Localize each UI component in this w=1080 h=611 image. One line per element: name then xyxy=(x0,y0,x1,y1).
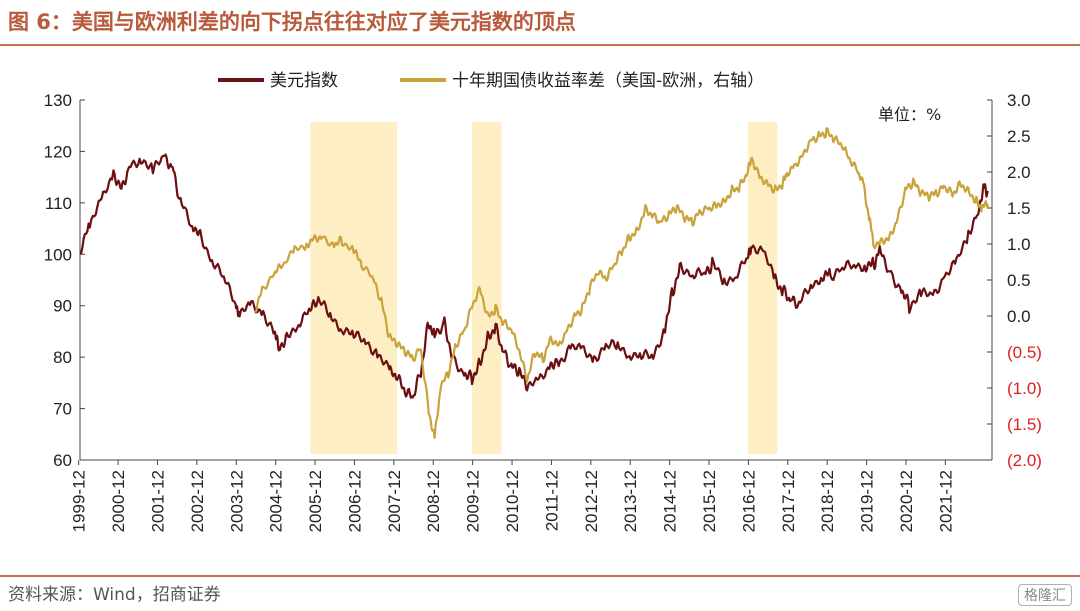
x-tick-label: 2003-12 xyxy=(227,470,246,532)
footer-divider xyxy=(0,575,1080,577)
series-line-1 xyxy=(79,153,989,399)
right-tick-label: 0.5 xyxy=(1007,271,1031,290)
highlight-band-1 xyxy=(310,122,398,454)
x-tick-label: 2020-12 xyxy=(897,470,916,532)
x-tick-label: 2005-12 xyxy=(306,470,325,532)
x-tick-label: 2015-12 xyxy=(700,470,719,532)
source-note: 资料来源：Wind，招商证券 xyxy=(8,585,221,605)
right-tick-label: 0.0 xyxy=(1007,307,1031,326)
left-tick-label: 70 xyxy=(53,400,72,419)
title-divider xyxy=(0,44,1080,46)
right-tick-label: 1.0 xyxy=(1007,235,1031,254)
x-tick-label: 1999-12 xyxy=(70,470,89,532)
left-tick-label: 90 xyxy=(53,297,72,316)
x-tick-label: 2012-12 xyxy=(582,470,601,532)
left-tick-label: 100 xyxy=(44,245,72,264)
left-tick-label: 120 xyxy=(44,142,72,161)
x-tick-label: 2002-12 xyxy=(188,470,207,532)
legend-label-1: 美元指数 xyxy=(270,71,338,91)
left-tick-label: 60 xyxy=(53,451,72,470)
x-tick-label: 2014-12 xyxy=(661,470,680,532)
dual-axis-line-chart: 60 70 80 90 100 110 120 130 (2.0) (1.5) (1.0) (0.5)… xyxy=(44,71,1042,532)
left-tick-label: 80 xyxy=(53,348,72,367)
chart-legend: 美元指数 十年期国债收益率差（美国-欧洲，右轴） xyxy=(218,71,764,91)
unit-label: 单位：% xyxy=(878,105,941,124)
right-tick-label: 2.5 xyxy=(1007,127,1031,146)
x-tick-label: 2004-12 xyxy=(267,470,286,532)
right-tick-label: 2.0 xyxy=(1007,163,1031,182)
x-tick-label: 2010-12 xyxy=(503,470,522,532)
x-tick-label: 2009-12 xyxy=(464,470,483,532)
chart-axes: 60 70 80 90 100 110 120 130 (2.0) (1.5) (1.0) (0.5)… xyxy=(44,91,1042,532)
left-tick-label: 110 xyxy=(45,194,72,213)
highlight-band-3 xyxy=(747,122,778,454)
series-line-2 xyxy=(254,127,990,439)
right-tick-label: 1.5 xyxy=(1007,199,1031,218)
x-tick-label: 2011-12 xyxy=(542,470,561,531)
x-tick-label: 2007-12 xyxy=(385,470,404,532)
right-tick-label: (1.5) xyxy=(1007,415,1042,434)
highlight-band-2 xyxy=(471,122,502,454)
x-tick-label: 2000-12 xyxy=(109,470,128,532)
x-tick-label: 2017-12 xyxy=(779,470,798,532)
highlight-bands xyxy=(310,122,778,454)
x-tick-label: 2019-12 xyxy=(858,470,877,532)
legend-label-2: 十年期国债收益率差（美国-欧洲，右轴） xyxy=(452,71,764,91)
right-tick-label: (0.5) xyxy=(1007,343,1042,362)
right-tick-label: 3.0 xyxy=(1007,91,1031,110)
watermark-logo: 格隆汇 xyxy=(1018,584,1072,606)
x-tick-label: 2016-12 xyxy=(739,470,758,532)
x-tick-label: 2021-12 xyxy=(936,470,955,532)
x-tick-label: 2018-12 xyxy=(818,470,837,532)
x-tick-label: 2013-12 xyxy=(621,470,640,532)
x-tick-label: 2001-12 xyxy=(148,470,167,532)
x-tick-label: 2008-12 xyxy=(424,470,443,532)
x-tick-label: 2006-12 xyxy=(345,470,364,532)
figure-title: 图 6：美国与欧洲利差的向下拐点往往对应了美元指数的顶点 xyxy=(8,10,576,34)
left-tick-label: 130 xyxy=(44,91,72,110)
right-tick-label: (2.0) xyxy=(1007,451,1042,470)
series-lines xyxy=(79,127,990,439)
right-tick-label: (1.0) xyxy=(1007,379,1042,398)
